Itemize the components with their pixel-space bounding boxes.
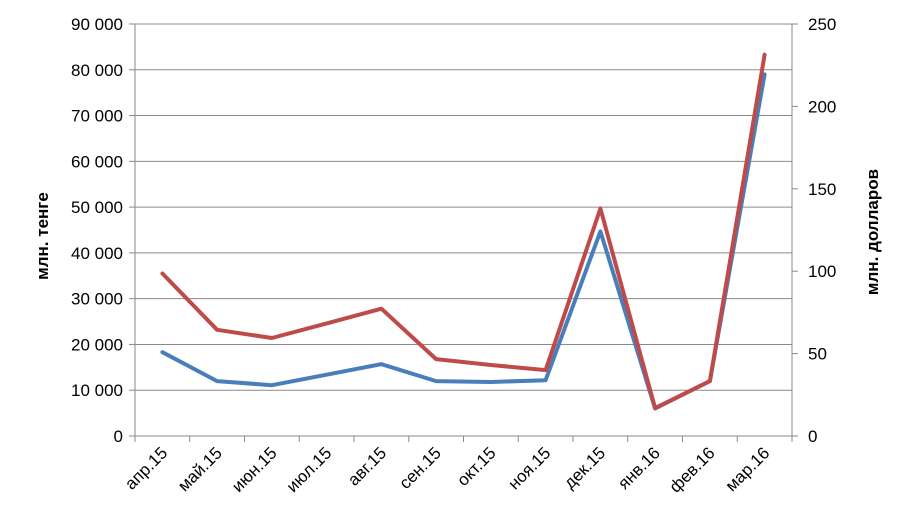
y-tick-label: 70 000: [71, 107, 123, 126]
x-tick-label: фев.16: [666, 443, 719, 496]
y2-tick-label: 200: [808, 97, 836, 116]
x-tick-label: сен.15: [395, 443, 444, 492]
y-tick-label: 50 000: [71, 198, 123, 217]
x-tick-label: авг.15: [344, 443, 390, 489]
series-lines: [160, 52, 767, 411]
x-tick-label: дек.15: [560, 443, 609, 492]
x-tick-label: май.15: [174, 443, 226, 495]
y2-tick-label: 250: [808, 15, 836, 34]
y2-tick-label: 150: [808, 180, 836, 199]
y-tick-label: 0: [114, 427, 123, 446]
x-tick-label: янв.16: [614, 443, 664, 493]
y-tick-label: 10 000: [71, 381, 123, 400]
left-axis-tick-labels: 0 10 000 20 000 30 000 40 000 50 000 60 000 70 …: [71, 15, 123, 446]
y2-tick-label: 50: [808, 345, 827, 364]
y2-tick-label: 0: [808, 427, 817, 446]
series-line-1: [160, 72, 767, 411]
right-axis-tick-labels: 0 50 100 150 200 250: [808, 15, 836, 446]
y-tick-label: 80 000: [71, 61, 123, 80]
x-tick-label: мар.16: [722, 443, 774, 495]
y-tick-label: 30 000: [71, 290, 123, 309]
y2-tick-label: 100: [808, 262, 836, 281]
y-tick-label: 60 000: [71, 152, 123, 171]
axes: [129, 23, 798, 442]
x-tick-label: апр.15: [121, 443, 171, 493]
y-tick-label: 90 000: [71, 15, 123, 34]
gridlines: [135, 23, 792, 391]
y-axis-title: млн. тенге: [33, 192, 52, 280]
series-line-2: [160, 52, 767, 411]
y-tick-label: 40 000: [71, 244, 123, 263]
x-tick-label: ноя.15: [504, 443, 554, 493]
x-tick-label: июн.15: [228, 443, 281, 496]
y-tick-label: 20 000: [71, 335, 123, 354]
x-tick-label: июл.15: [283, 443, 336, 496]
x-tick-label: окт.15: [453, 443, 499, 489]
y2-axis-title: млн. долларов: [863, 169, 882, 295]
x-axis-tick-labels: апр.15 май.15 июн.15 июл.15 авг.15 сен.15 окт.…: [121, 443, 773, 496]
